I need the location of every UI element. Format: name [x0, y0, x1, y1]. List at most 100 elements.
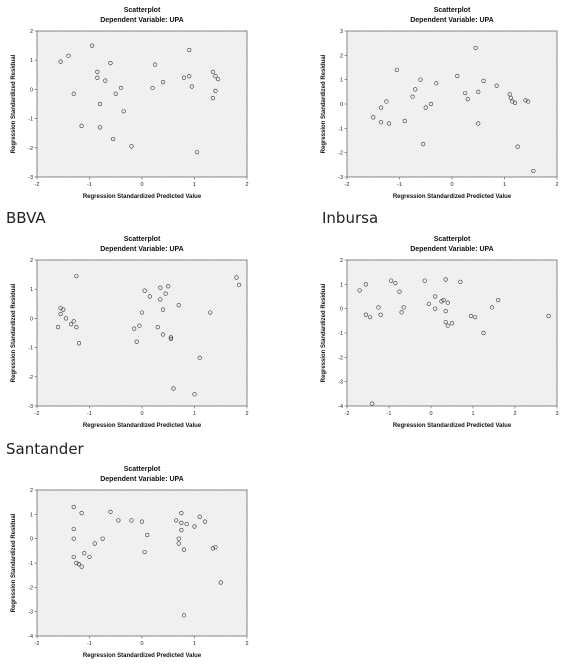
scatter-point — [113, 91, 118, 96]
x-tick-label: -2 — [35, 641, 40, 647]
y-tick-label: 1 — [340, 282, 343, 288]
scatter-point — [116, 518, 121, 523]
scatter-point — [58, 59, 63, 64]
scatter-point — [192, 392, 197, 397]
scatter-point — [111, 136, 116, 142]
scatter-point — [443, 277, 448, 282]
scatter-point — [129, 518, 134, 523]
scatter-point — [402, 118, 407, 124]
x-tick-label: -1 — [387, 411, 392, 417]
scatter-point — [394, 67, 399, 73]
scatter-point — [202, 519, 208, 524]
scatter-point — [379, 120, 384, 125]
scatter-point — [176, 536, 181, 541]
scatter-point — [168, 335, 173, 340]
scatter-point — [108, 61, 113, 66]
x-tick-label: -2 — [345, 182, 350, 188]
scatter-point — [213, 88, 218, 93]
scatter-point — [526, 99, 531, 104]
scatter-point — [393, 281, 398, 286]
x-tick-label: 1 — [193, 641, 196, 647]
y-axis-label: Regression Standardized Residual — [11, 283, 17, 382]
scatter-point — [218, 580, 223, 585]
scatter-point — [74, 560, 79, 566]
scatter-point — [163, 291, 168, 296]
y-tick-label: 0 — [30, 87, 33, 93]
scatter-point — [184, 521, 189, 527]
scatter-point — [433, 306, 438, 311]
chart-subtitle: Dependent Variable: UPA — [410, 17, 494, 24]
scatter-point — [121, 109, 126, 114]
y-tick-label: 2 — [30, 488, 33, 494]
scatter-point — [145, 532, 150, 538]
scatter-svg: Scatterplot Dependent Variable: UPA -2 -1 0 1… — [11, 7, 249, 200]
x-tick-label: 1 — [193, 182, 196, 188]
scatter-point — [468, 313, 473, 319]
scatterplot-inbursa: Scatterplot Dependent Variable: UPA -2 -1 0 1… — [313, 3, 577, 203]
y-tick-label: -3 — [28, 610, 33, 616]
scatter-point — [494, 83, 499, 88]
scatter-point — [155, 325, 160, 330]
scatter-point — [95, 69, 100, 74]
scatter-point — [463, 90, 468, 96]
x-tick-label: 2 — [245, 411, 248, 417]
scatter-point — [443, 319, 448, 325]
scatter-point — [97, 101, 103, 107]
scatter-point — [433, 294, 438, 299]
scatter-point — [76, 562, 82, 567]
scatter-point — [399, 310, 404, 315]
y-tick-label: 0 — [30, 537, 33, 543]
scatter-point — [187, 74, 192, 79]
scatter-point — [363, 282, 369, 287]
scatter-point — [79, 511, 84, 516]
x-tick-label: 2 — [245, 182, 248, 188]
scatter-point — [181, 613, 187, 618]
scatter-point — [103, 78, 108, 83]
chart-subtitle: Dependent Variable: UPA — [100, 17, 184, 24]
scatter-point — [379, 105, 384, 110]
scatter-point — [423, 105, 428, 110]
y-tick-label: -2 — [28, 146, 33, 152]
scatter-point — [160, 79, 166, 85]
scatter-point — [118, 85, 124, 91]
scatter-point — [418, 77, 423, 82]
scatter-point — [100, 536, 105, 541]
scatter-point — [142, 549, 147, 555]
y-tick-label: 2 — [340, 258, 343, 264]
scatter-point — [410, 94, 415, 99]
y-tick-label: -4 — [28, 634, 33, 640]
y-tick-label: -2 — [28, 585, 33, 591]
plot-area — [346, 30, 558, 178]
scatter-svg: Scatterplot Dependent Variable: UPA -2 -1 0 1… — [321, 7, 559, 200]
scatter-point — [76, 341, 82, 346]
scatter-point — [512, 100, 518, 105]
scatterplot-3: Scatterplot Dependent Variable: UPA -2 -1 0 1… — [3, 232, 267, 432]
chart-title: Scatterplot — [124, 466, 161, 473]
scatter-point — [510, 99, 515, 104]
scatter-point — [208, 310, 213, 315]
x-tick-label: -1 — [87, 182, 92, 188]
chart-subtitle: Dependent Variable: UPA — [100, 476, 184, 483]
scatter-point — [176, 303, 181, 308]
scatter-point — [376, 305, 381, 310]
scatter-point — [197, 514, 202, 519]
scatter-point — [174, 518, 179, 523]
scatter-point — [168, 336, 173, 341]
x-tick-label: 0 — [429, 411, 432, 417]
scatter-point — [192, 524, 197, 529]
scatter-point — [71, 536, 76, 541]
scatter-point — [481, 78, 486, 83]
x-tick-label: 1 — [471, 411, 474, 417]
scatter-point — [55, 325, 61, 330]
scatter-point — [179, 520, 184, 525]
y-tick-label: -1 — [28, 561, 33, 567]
scatter-point — [213, 545, 218, 550]
scatter-point — [384, 99, 389, 104]
y-tick-label: 1 — [30, 512, 33, 518]
scatter-point — [66, 53, 71, 58]
scatter-point — [71, 91, 76, 96]
x-axis-label: Regression Standardized Predicted Value — [393, 423, 512, 429]
scatter-point — [132, 326, 137, 331]
bank-label-inbursa: Inbursa — [322, 209, 379, 227]
scatter-point — [139, 310, 145, 315]
